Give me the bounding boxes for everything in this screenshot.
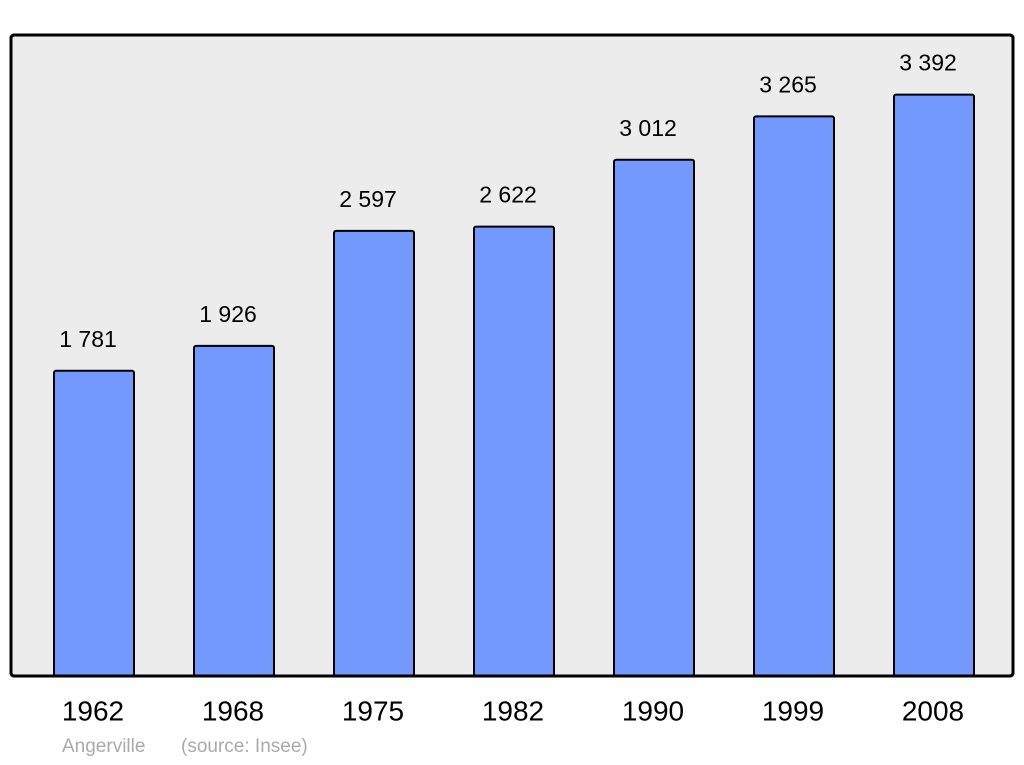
value-label: 1 926 bbox=[199, 301, 257, 327]
bar bbox=[53, 369, 135, 677]
value-label: 3 012 bbox=[619, 115, 677, 141]
x-tick-label: 1962 bbox=[62, 695, 124, 726]
bar bbox=[333, 229, 415, 677]
x-tick-label: 1999 bbox=[762, 695, 824, 726]
x-tick-label: 1975 bbox=[342, 695, 404, 726]
x-tick-label: 1982 bbox=[482, 695, 544, 726]
plot-border bbox=[9, 33, 1015, 678]
source-label: (source: Insee) bbox=[181, 736, 308, 757]
value-label: 3 392 bbox=[899, 50, 957, 76]
x-tick-label: 2008 bbox=[902, 695, 964, 726]
bar bbox=[473, 225, 555, 677]
bar bbox=[193, 344, 275, 677]
bar bbox=[613, 158, 695, 677]
bar bbox=[753, 115, 835, 678]
place-label: Angerville bbox=[62, 736, 145, 757]
x-tick-label: 1968 bbox=[202, 695, 264, 726]
value-label: 2 597 bbox=[339, 186, 397, 212]
value-label: 1 781 bbox=[59, 326, 117, 352]
value-label: 2 622 bbox=[479, 182, 537, 208]
bar bbox=[893, 93, 975, 677]
x-tick-label: 1990 bbox=[622, 695, 684, 726]
value-label: 3 265 bbox=[759, 71, 817, 97]
